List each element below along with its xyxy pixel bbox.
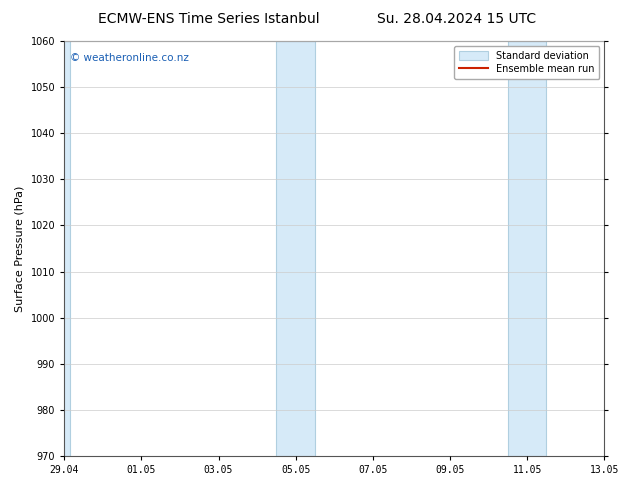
Text: Su. 28.04.2024 15 UTC: Su. 28.04.2024 15 UTC xyxy=(377,12,536,26)
Bar xyxy=(276,41,315,456)
Text: © weatheronline.co.nz: © weatheronline.co.nz xyxy=(70,53,188,64)
Bar xyxy=(508,41,547,456)
Y-axis label: Surface Pressure (hPa): Surface Pressure (hPa) xyxy=(15,185,25,312)
Bar xyxy=(60,41,70,456)
Legend: Standard deviation, Ensemble mean run: Standard deviation, Ensemble mean run xyxy=(455,46,600,78)
Text: ECMW-ENS Time Series Istanbul: ECMW-ENS Time Series Istanbul xyxy=(98,12,320,26)
